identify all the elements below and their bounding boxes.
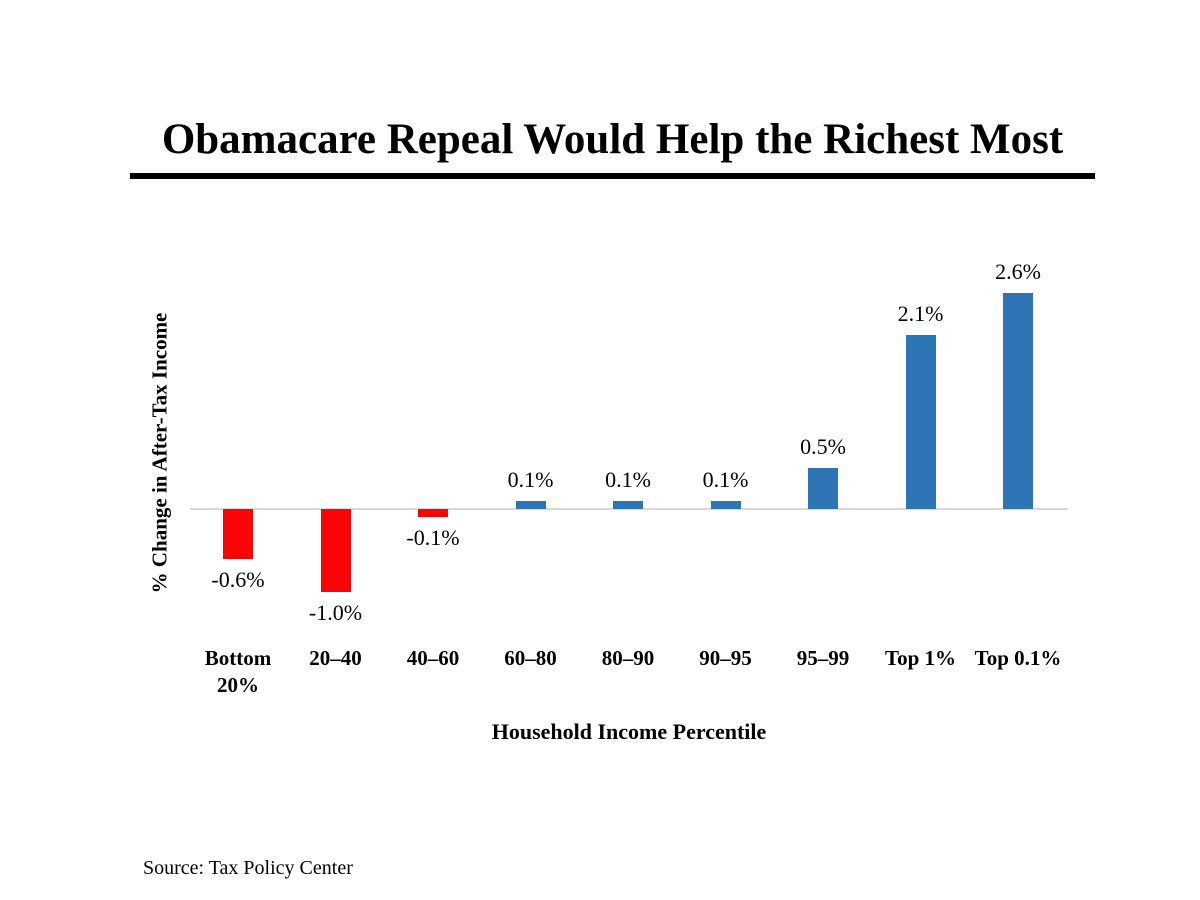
bar-value-label: 0.1% xyxy=(507,466,554,492)
bar-5 xyxy=(710,500,741,509)
chart-title: Obamacare Repeal Would Help the Richest … xyxy=(161,116,1064,163)
bar-1 xyxy=(320,509,351,592)
bar-4 xyxy=(613,500,643,509)
bar-value-label: 0.5% xyxy=(800,433,846,459)
bar-0 xyxy=(223,509,253,559)
bar-8 xyxy=(1003,293,1033,509)
bar-value-label: 2.1% xyxy=(897,300,944,326)
bar-2 xyxy=(418,509,448,518)
bar-value-label: -0.6% xyxy=(211,566,265,592)
x-axis-title: Household Income Percentile xyxy=(491,719,767,744)
zero-baseline xyxy=(190,508,1068,510)
source-note: Source: Tax Policy Center xyxy=(143,857,353,879)
chart-title-block: Obamacare Repeal Would Help the Richest … xyxy=(130,116,1095,180)
bar-value-label: -0.1% xyxy=(406,525,460,551)
x-tick-label: 80–90 xyxy=(601,646,655,670)
bar-value-label: 2.6% xyxy=(995,259,1041,285)
y-axis-label: % Change in After-Tax Income xyxy=(147,312,172,594)
bar-6 xyxy=(808,467,838,509)
x-tick-label: Top 0.1% xyxy=(974,646,1062,670)
x-tick-label: 60–80 xyxy=(504,646,557,670)
x-tick-label: 20–40 xyxy=(309,646,362,670)
x-tick-label: Bottom 20% xyxy=(204,646,272,698)
x-tick-label: 40–60 xyxy=(406,646,460,670)
x-tick-label: 95–99 xyxy=(796,646,850,670)
x-tick-label: Top 1% xyxy=(884,646,957,670)
bar-value-label: -1.0% xyxy=(308,600,363,625)
bar-3 xyxy=(515,500,546,509)
bar-value-label: 0.1% xyxy=(702,466,749,492)
x-tick-label: 90–95 xyxy=(699,646,752,670)
bar-value-label: 0.1% xyxy=(605,466,651,492)
bar-7 xyxy=(905,334,936,509)
